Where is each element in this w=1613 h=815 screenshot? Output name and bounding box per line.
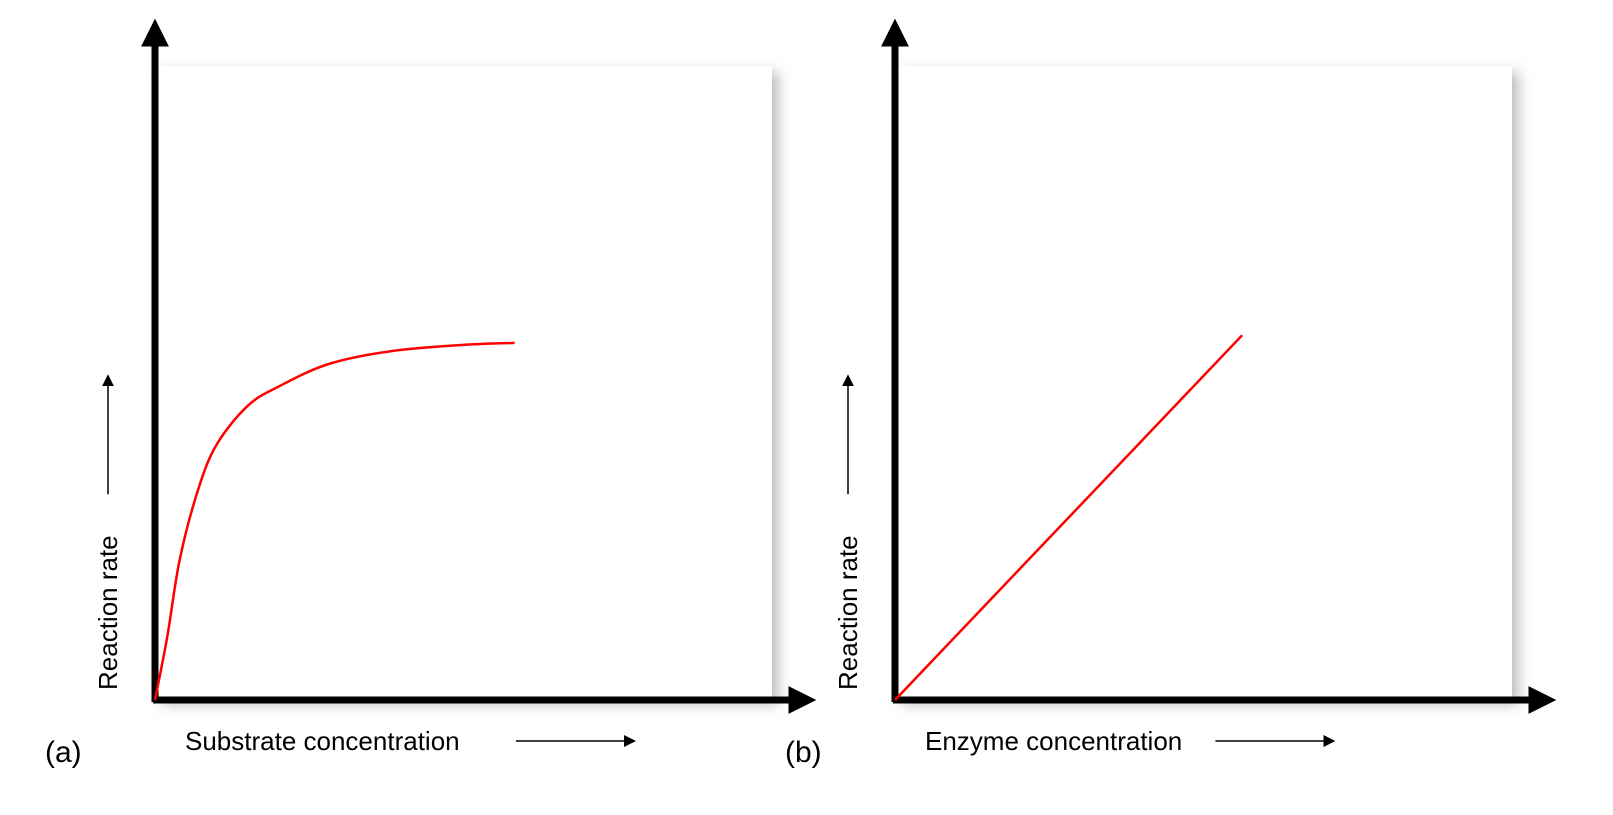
- y-axis-label-a: Reaction rate: [93, 535, 123, 690]
- panel-label-b: (b): [785, 736, 822, 769]
- figure-page: Reaction rate Substrate concentration (a…: [0, 0, 1613, 815]
- y-axis-label-b: Reaction rate: [833, 535, 863, 690]
- x-axis-label-a: Substrate concentration: [185, 726, 460, 756]
- plot-background-a: [156, 66, 772, 698]
- y-label-group-b: Reaction rate: [833, 384, 863, 690]
- x-axis-label-b: Enzyme concentration: [925, 726, 1182, 756]
- figure-svg: Reaction rate Substrate concentration (a…: [0, 0, 1613, 815]
- y-label-group-a: Reaction rate: [93, 384, 123, 690]
- panel-b: Reaction rate Enzyme concentration (b): [785, 42, 1533, 769]
- panel-label-a: (a): [45, 736, 82, 769]
- panel-a: Reaction rate Substrate concentration (a…: [45, 42, 793, 769]
